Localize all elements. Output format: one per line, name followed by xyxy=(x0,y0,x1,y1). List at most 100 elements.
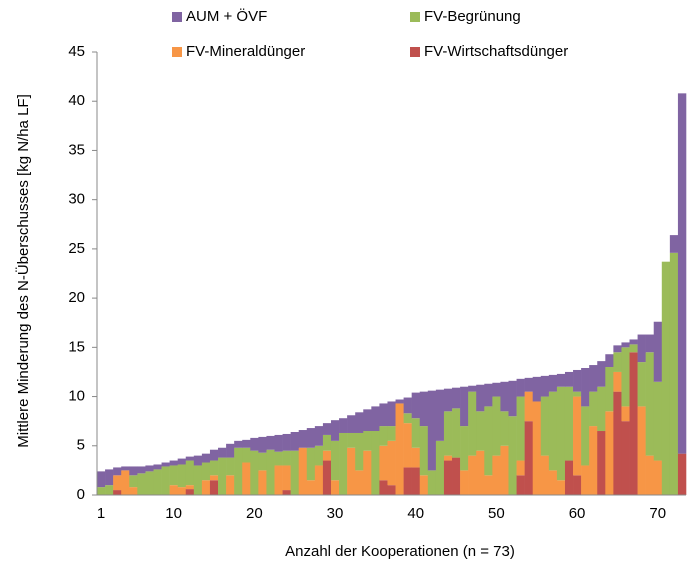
legend-swatch xyxy=(410,47,420,57)
bar-segment xyxy=(629,339,638,345)
bar-segment xyxy=(242,439,251,448)
x-tick-label: 20 xyxy=(246,505,263,522)
bar-segment xyxy=(161,462,170,467)
bar-segment xyxy=(137,473,146,495)
bar-segment xyxy=(629,344,638,353)
bar-segment xyxy=(613,345,622,353)
bar-segment xyxy=(637,406,646,495)
bar-segment xyxy=(597,361,606,387)
bar-segment xyxy=(339,432,348,495)
bar-segment xyxy=(484,383,493,407)
bar-segment xyxy=(548,470,558,495)
bar-segment xyxy=(443,455,453,461)
bar-segment xyxy=(113,490,122,495)
bar-segment xyxy=(661,261,671,495)
bar-segment xyxy=(218,447,227,458)
bar-segment xyxy=(427,470,437,495)
bar-segment xyxy=(242,462,251,495)
bar-segment xyxy=(508,416,517,495)
x-tick-label: 70 xyxy=(649,505,666,522)
bar-segment xyxy=(403,423,412,468)
bar-segment xyxy=(177,458,187,465)
bar-segment xyxy=(347,432,356,448)
bar-segment xyxy=(290,450,300,495)
bar-segment xyxy=(653,460,663,495)
bar-segment xyxy=(282,465,291,491)
bar-segment xyxy=(516,475,525,495)
bar-segment xyxy=(452,408,461,458)
bar-segment xyxy=(363,409,372,432)
bar-segment xyxy=(177,464,187,488)
bar-segment xyxy=(153,464,162,470)
bar-segment xyxy=(629,352,638,495)
y-tick-label: 40 xyxy=(68,92,85,109)
bar-segment xyxy=(460,470,469,495)
bar-segment xyxy=(322,423,332,435)
bar-segment xyxy=(548,391,558,471)
bar-segment xyxy=(605,354,614,368)
bar-segment xyxy=(185,456,195,461)
y-tick-label: 25 xyxy=(68,240,85,257)
bar-segment xyxy=(242,447,251,463)
bar-segment xyxy=(371,406,380,432)
bar-segment xyxy=(573,475,582,495)
bar-segment xyxy=(468,391,477,456)
bar-segment xyxy=(169,485,178,495)
bar-segment xyxy=(581,465,590,495)
bar-segment xyxy=(185,460,195,486)
bar-segment xyxy=(669,235,679,253)
x-tick-label: 30 xyxy=(327,505,344,522)
bar-segment xyxy=(669,252,679,495)
bar-segment xyxy=(266,449,275,495)
bar-segment xyxy=(250,450,259,495)
bar-segment xyxy=(516,378,525,397)
bar-segment xyxy=(185,485,195,490)
bar-segment xyxy=(476,384,485,412)
bar-segment xyxy=(250,437,259,451)
bar-segment xyxy=(330,480,340,495)
bar-segment xyxy=(193,465,203,495)
bar-segment xyxy=(226,443,235,458)
bar-segment xyxy=(524,377,533,392)
bar-segment xyxy=(597,386,606,432)
bar-segment xyxy=(484,475,493,495)
bar-segment xyxy=(258,436,267,453)
y-tick-label: 20 xyxy=(68,289,85,306)
bar-segment xyxy=(556,373,566,387)
bar-segment xyxy=(395,403,404,495)
y-tick-label: 30 xyxy=(68,191,85,208)
bar-segment xyxy=(274,434,283,452)
bar-segment xyxy=(468,455,477,495)
bar-segment xyxy=(500,445,509,495)
bar-segment xyxy=(234,440,243,448)
legend-label: FV-Wirtschaftsdünger xyxy=(424,43,568,60)
bar-segment xyxy=(419,475,429,495)
bar-segment xyxy=(540,455,550,495)
bar-segment xyxy=(193,455,203,466)
y-tick-label: 45 xyxy=(68,43,85,60)
bar-segment xyxy=(322,460,332,495)
bar-segment xyxy=(460,386,469,427)
bar-segment xyxy=(581,368,590,407)
bar-segment xyxy=(97,471,106,488)
bar-segment xyxy=(226,457,235,476)
bar-segment xyxy=(177,487,187,495)
bar-segment xyxy=(387,440,396,486)
bar-segment xyxy=(314,445,324,466)
bar-segment xyxy=(556,386,566,481)
bar-segment xyxy=(556,480,566,495)
bar-segment xyxy=(427,390,437,471)
bar-segment xyxy=(516,396,525,461)
bar-segment xyxy=(137,466,146,474)
legend-label: FV-Begrünung xyxy=(424,8,521,25)
bar-segment xyxy=(379,403,388,427)
bar-segment xyxy=(677,453,687,495)
bar-segment xyxy=(589,391,598,427)
bar-segment xyxy=(314,465,324,495)
bar-segment xyxy=(597,431,606,495)
bar-segment xyxy=(532,376,542,402)
bar-segment xyxy=(500,381,509,412)
bar-segment xyxy=(589,426,598,495)
y-tick-label: 15 xyxy=(68,338,85,355)
